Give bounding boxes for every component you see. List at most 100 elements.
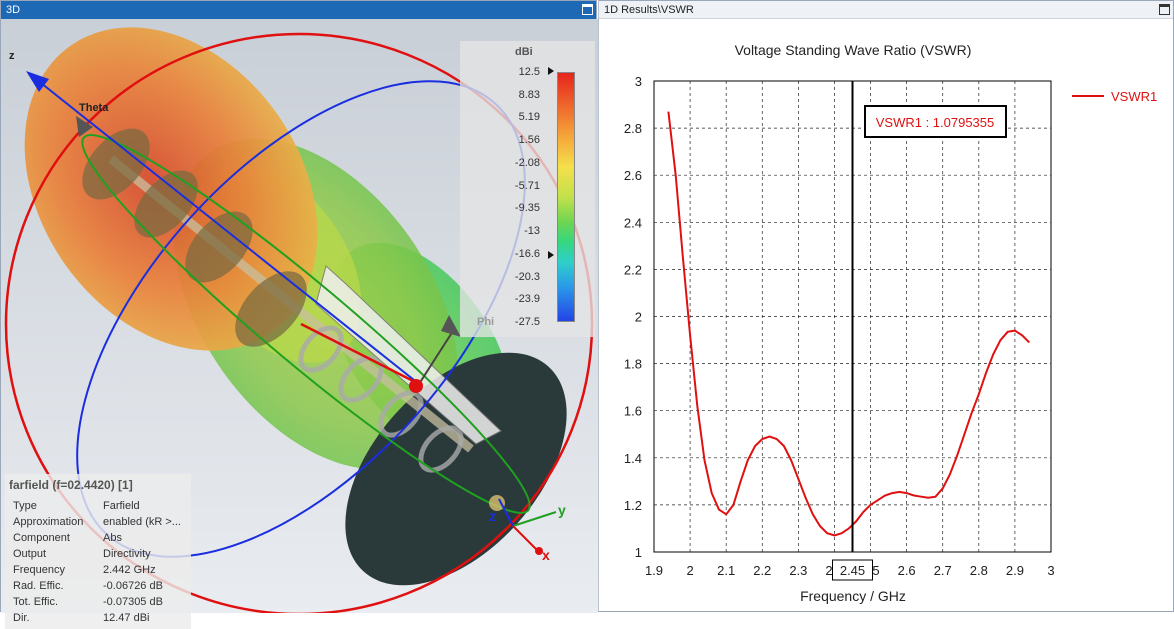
colorbar-tick-label: -2.08 xyxy=(514,156,540,169)
direction-line xyxy=(418,330,454,385)
colorbar-tick-label: 5.19 xyxy=(518,111,540,124)
x-axis-line xyxy=(300,322,420,386)
x-tick-label: 2.7 xyxy=(934,563,952,578)
info-value: Farfield xyxy=(103,500,140,512)
info-value: -0.06726 dB xyxy=(103,580,163,592)
info-value: Directivity xyxy=(103,548,151,560)
chart-title: Voltage Standing Wave Ratio (VSWR) xyxy=(735,42,972,58)
x-tick-label: 2.1 xyxy=(717,563,735,578)
colorbar-tick-label: 1.56 xyxy=(518,134,540,147)
marker-value-box xyxy=(864,105,1007,138)
x-axis-label: Frequency / GHz xyxy=(800,588,906,604)
info-row: Tot. Effic. -0.07305 dB xyxy=(13,594,191,610)
z-axis-line xyxy=(35,78,420,385)
info-row: Type Farfield xyxy=(13,498,191,514)
y-tick-label: 3 xyxy=(635,74,642,89)
z-axis-label: z xyxy=(9,50,15,62)
colorbar-tick-label: 12.5 xyxy=(518,66,540,78)
info-value: 2.442 GHz xyxy=(103,564,156,576)
colorbar-tick-label: -20.3 xyxy=(514,270,540,283)
marker-value-label: VSWR1 : 1.0795355 xyxy=(876,115,995,130)
y-tick-label: 2 xyxy=(635,310,642,325)
colorbar-mid-handle[interactable] xyxy=(548,251,554,259)
x-tick-label: 1.9 xyxy=(645,563,663,578)
y-tick-label: 1.4 xyxy=(624,451,642,466)
farfield-3d-viewport[interactable]: z Theta y z x dBi 12.5 8.83 5.19 1.56 -2.08 -… xyxy=(1,19,598,629)
theta-marker xyxy=(76,116,93,137)
3d-view-pane[interactable]: 3D xyxy=(0,0,598,629)
x-tick-label: 2.9 xyxy=(1006,563,1024,578)
info-key: Output xyxy=(13,548,47,560)
3d-view-titlebar[interactable]: 3D xyxy=(1,1,596,19)
colorbar-tick-label: -5.71 xyxy=(514,179,540,192)
info-key: Dir. xyxy=(13,612,30,624)
1d-results-pane[interactable]: 1D Results\VSWR Voltage Standing Wave Ra… xyxy=(598,0,1174,612)
maximize-icon[interactable] xyxy=(582,4,593,15)
feed-plate xyxy=(315,265,502,445)
y-tick-label: 2.2 xyxy=(624,262,642,277)
colorbar-tick-label: -13 xyxy=(524,225,540,238)
maximize-icon[interactable] xyxy=(1159,4,1170,15)
y-tick-label: 1.2 xyxy=(624,498,642,513)
theta-label: Theta xyxy=(79,102,109,114)
info-key: Component xyxy=(13,532,70,544)
marker-x-label: 2.45 xyxy=(840,563,865,578)
y-tick-label: 2.4 xyxy=(624,215,642,230)
info-key: Rad. Effic. xyxy=(13,580,64,592)
orientation-triad: y z x xyxy=(489,495,566,563)
info-key: Type xyxy=(13,500,37,512)
helix-coil xyxy=(298,325,464,473)
farfield-info-title: farfield (f=02.4420) [1] xyxy=(9,478,133,492)
series-line-vswr1 xyxy=(667,111,1031,537)
info-row: Approximation enabled (kR >... xyxy=(13,514,191,530)
y-tick-label: 2.6 xyxy=(624,168,642,183)
origin-marker xyxy=(409,379,423,393)
1d-results-title: 1D Results\VSWR xyxy=(604,4,694,16)
mini-x-label: x xyxy=(542,547,550,563)
ground-disc xyxy=(345,352,567,586)
mini-z-label: z xyxy=(489,508,496,524)
x-tick-label: 3 xyxy=(1047,563,1054,578)
y-tick-label: 2.8 xyxy=(624,121,642,136)
colorbar-legend: dBi 12.5 8.83 5.19 1.56 -2.08 -5.71 -9.35 -13 -1… xyxy=(460,41,595,337)
antenna-directors xyxy=(82,128,307,347)
direction-arrow xyxy=(441,315,461,337)
info-row: Rad. Effic. -0.06726 dB xyxy=(13,578,191,594)
info-row: Output Directivity xyxy=(13,546,191,562)
x-tick-label: 2 xyxy=(686,563,693,578)
y-tick-label: 1.8 xyxy=(624,357,642,372)
colorbar-tick-label: -16.6 xyxy=(514,247,540,260)
x-tick-label: 2.6 xyxy=(898,563,916,578)
z-axis-arrow xyxy=(26,71,49,92)
y-tick-label: 1.6 xyxy=(624,404,642,419)
colorbar-gradient xyxy=(557,72,575,322)
farfield-info-panel: farfield (f=02.4420) [1] Type Farfield App… xyxy=(5,474,191,629)
colorbar-tick-label: -9.35 xyxy=(514,202,540,215)
info-row: Frequency 2.442 GHz xyxy=(13,562,191,578)
vswr-plot: Voltage Standing Wave Ratio (VSWR) 1 1.2 1… xyxy=(624,42,1157,604)
colorbar-unit: dBi xyxy=(515,46,533,58)
colorbar-top-handle[interactable] xyxy=(548,67,554,75)
info-value: Abs xyxy=(103,532,122,544)
x-tick-label: 2.2 xyxy=(753,563,771,578)
mini-y-label: y xyxy=(558,502,566,518)
info-value: 12.47 dBi xyxy=(103,612,150,624)
green-circle xyxy=(81,134,531,514)
info-key: Tot. Effic. xyxy=(13,596,59,608)
y-tick-label: 1 xyxy=(635,545,642,560)
info-key: Frequency xyxy=(13,564,65,576)
info-row: Component Abs xyxy=(13,530,191,546)
1d-results-titlebar[interactable]: 1D Results\VSWR xyxy=(599,1,1173,19)
3d-view-title: 3D xyxy=(6,4,21,16)
colorbar-tick-label: 8.83 xyxy=(518,88,540,101)
vswr-chart[interactable]: Voltage Standing Wave Ratio (VSWR) 1 1.2 1… xyxy=(599,19,1174,613)
x-tick-label: 2.3 xyxy=(789,563,807,578)
info-value: -0.07305 dB xyxy=(103,596,163,608)
marker-x-label-box xyxy=(832,559,873,581)
x-tick-label: 2.8 xyxy=(970,563,988,578)
info-value: enabled (kR >... xyxy=(103,516,181,528)
info-key: Approximation xyxy=(13,516,84,528)
colorbar-tick-label: -23.9 xyxy=(514,293,540,306)
legend-label: VSWR1 xyxy=(1111,89,1157,104)
info-row: Dir. 12.47 dBi xyxy=(13,610,191,626)
